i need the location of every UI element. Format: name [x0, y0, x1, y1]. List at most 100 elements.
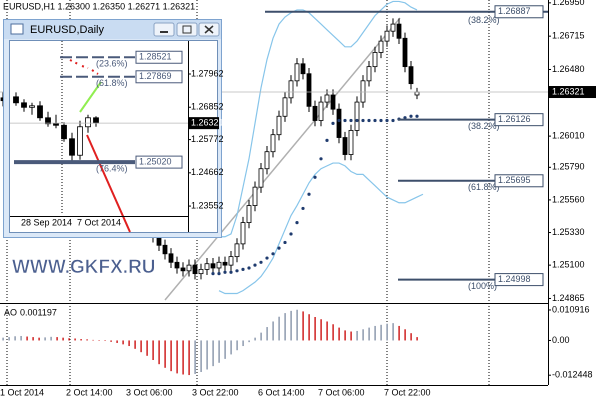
ao-bar: [164, 340, 166, 368]
candle-body: [258, 168, 264, 188]
sar-dot: [283, 240, 287, 245]
ao-bar: [56, 337, 58, 341]
sar-dot: [247, 266, 251, 270]
ao-bar: [50, 336, 52, 341]
candle-body: [378, 40, 384, 53]
candle-body: [156, 236, 162, 246]
fib-ratio: (38.2%): [468, 15, 500, 25]
ao-bar: [410, 333, 412, 341]
sar-dot: [391, 118, 395, 123]
ao-bar: [368, 327, 370, 341]
sar-dot: [271, 252, 275, 256]
candle-body: [324, 94, 330, 103]
minimize-button[interactable]: [153, 22, 175, 37]
candle-body: [396, 23, 402, 39]
fib-price-box: [135, 70, 183, 84]
candle-body: [402, 37, 408, 68]
trend-line: [164, 17, 401, 301]
y-tick-label: 1.26010: [552, 130, 585, 140]
candle-body: [408, 66, 414, 85]
fib-ratio: (100%): [468, 281, 497, 291]
fib-price: 1.25020: [139, 156, 172, 166]
current-price-box: [189, 117, 219, 130]
candle-body: [168, 253, 174, 263]
sar-dot: [385, 118, 389, 123]
current-price-label: 1.26321: [191, 118, 224, 128]
ao-bar: [158, 340, 160, 365]
red-dots: [69, 59, 99, 75]
ao-bar: [8, 337, 10, 341]
candle-body: [45, 117, 51, 125]
lower-band: [218, 162, 424, 295]
candle-body: [21, 102, 27, 108]
ao-bar: [74, 338, 76, 341]
y-tick-label: 1.25790: [552, 162, 585, 172]
fib-price-box: [494, 174, 544, 188]
ao-bar: [194, 340, 196, 374]
candle-body: [234, 243, 240, 258]
indicator-value: 0.001197: [20, 307, 57, 317]
sar-dot: [307, 192, 311, 196]
ao-bar: [224, 340, 226, 359]
sar-dot: [373, 118, 377, 123]
ao-bar: [116, 340, 118, 343]
sar-dot: [379, 118, 383, 123]
candle-body: [330, 94, 336, 110]
sar-dot: [277, 246, 281, 250]
y-tick-label: 1.23552: [191, 200, 224, 210]
y-tick-label: 1.26715: [552, 31, 585, 41]
y-tick-label: 1.26852: [191, 102, 224, 112]
ao-bar: [332, 324, 334, 341]
candle-body: [240, 222, 246, 245]
fib-price: 1.28521: [139, 52, 172, 62]
candle-body: [276, 115, 282, 136]
sar-dot: [349, 118, 353, 123]
ao-bar: [230, 340, 232, 355]
candle-body: [312, 105, 318, 121]
candle-body: [294, 63, 300, 82]
sar-dot: [229, 270, 233, 274]
sar-dot: [319, 157, 323, 161]
candle-body: [174, 261, 180, 269]
ao-bar: [362, 329, 364, 341]
fib-ratio: (23.6%): [96, 59, 128, 69]
sar-dot: [415, 114, 419, 118]
candle-body: [216, 261, 222, 269]
ao-panel: AO 0.001197 0.010916 0.00 -0.012448: [0, 303, 593, 380]
candle-body: [210, 263, 216, 269]
fib-price-box: [494, 5, 544, 19]
ao-bar: [404, 329, 406, 341]
ao-bar: [20, 335, 22, 341]
maximize-button[interactable]: [176, 22, 198, 37]
fib-ratio: (76.4%): [96, 163, 128, 173]
maximize-icon: [182, 25, 192, 34]
fib-price-box: [494, 113, 544, 127]
candle-body: [336, 108, 342, 138]
ao-bar: [392, 323, 394, 341]
y-tick-label: 0.010916: [552, 304, 590, 314]
ao-bar: [284, 313, 286, 341]
ao-bar: [104, 340, 106, 342]
candle-body: [390, 23, 396, 32]
ao-bar: [110, 340, 112, 342]
sar-dot: [241, 267, 245, 271]
ao-bar: [98, 340, 100, 341]
x-tick-label: 28 Sep 2014: [21, 217, 72, 227]
ao-bar: [122, 340, 124, 345]
candle-body: [264, 151, 270, 170]
ao-bar: [314, 317, 316, 341]
fib-price: 1.25695: [498, 175, 531, 185]
ao-bar: [62, 337, 64, 341]
header: EURUSD,H1 1.26300 1.26350 1.26271 1.2632…: [3, 1, 195, 11]
ao-bar: [68, 338, 70, 341]
x-tick-label: 3 Oct 06:00: [126, 387, 173, 397]
candle-body: [198, 268, 204, 275]
ao-bar: [212, 340, 214, 367]
fib-ratio: (38.2%): [468, 121, 500, 131]
close-icon: [204, 25, 214, 34]
x-tick-label: 7 Oct 22:00: [384, 387, 431, 397]
y-tick-label: 1.25772: [191, 134, 224, 144]
sar-dot: [253, 263, 257, 267]
